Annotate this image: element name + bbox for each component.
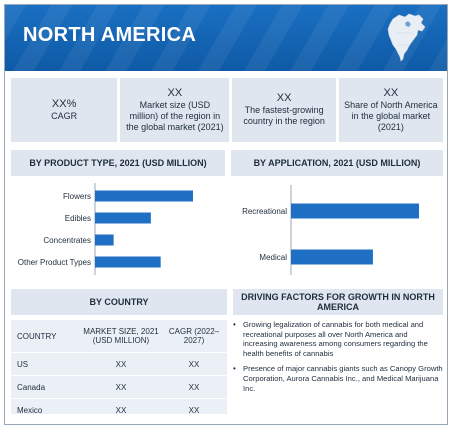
stat-value: XX% [51,97,77,110]
bullet-icon: • [233,320,236,329]
column-header: MARKET SIZE, 2021 (USD MILLION) [83,327,159,345]
page-title: NORTH AMERICA [23,24,197,46]
column-header: COUNTRY [17,331,57,341]
application-chart: Recreational Medical [231,179,443,279]
table-row: Canada XX XX [11,375,227,398]
driver-text: Growing legalization of cannabis for bot… [243,320,428,358]
driver-text: Presence of major cannabis giants such a… [243,364,443,393]
table-cell: Mexico [17,405,43,415]
table-cell: XX [115,405,127,415]
product-type-chart: Flowers Edibles Concentrates Other Product … [11,179,225,279]
stat-cagr: XX% CAGR [11,78,118,142]
bar [95,234,114,246]
section-application-heading: BY APPLICATION, 2021 (USD MILLION) [231,150,443,176]
country-table: COUNTRY MARKET SIZE, 2021 (USD MILLION) … [11,320,227,415]
bar [95,256,161,268]
stat-market-size: XX Market size (USD million) of the regi… [120,78,230,142]
section-country-heading: BY COUNTRY [11,289,227,315]
stat-label: The fastest-growing country in the regio… [243,105,325,126]
table-row: Mexico XX XX [11,398,227,421]
category-label: Edibles [65,214,91,223]
section-drivers-heading: DRIVING FACTORS FOR GROWTH IN NORTH AMER… [233,289,443,315]
stat-value: XX [167,86,183,99]
table-cell: XX [115,359,127,369]
bar [291,249,373,265]
stat-fastest-growing: XX The fastest-growing country in the re… [232,78,336,142]
stat-label: CAGR [51,110,78,121]
section-product-type-heading: BY PRODUCT TYPE, 2021 (USD MILLION) [11,150,225,176]
stat-label: Share of North America in the global mar… [344,99,438,132]
drivers-list: • Growing legalization of cannabis for b… [233,320,443,414]
category-label: Recreational [242,207,287,216]
list-item: • Growing legalization of cannabis for b… [233,320,443,358]
stats-row: XX% CAGR XX Market size (USD million) of… [11,78,443,142]
category-label: Other Product Types [18,258,91,267]
table-cell: XX [188,359,200,369]
table-header-row: COUNTRY MARKET SIZE, 2021 (USD MILLION) … [11,320,227,352]
bar [291,203,419,219]
banner-pattern [5,5,447,71]
table-row: US XX XX [11,352,227,375]
north-america-map-icon [387,13,426,62]
bullet-icon: • [233,364,236,374]
table-cell: Canada [17,382,46,392]
category-label: Medical [259,253,287,262]
stat-label: Market size (USD million) of the region … [126,99,224,132]
column-header: CAGR (2022–2027) [168,327,220,345]
stat-value: XX [383,86,399,99]
category-label: Concentrates [43,236,91,245]
table-cell: US [17,359,29,369]
infographic: NORTH AMERICA XX% CAGR XX Market size (U… [4,4,448,425]
stat-value: XX [276,92,292,104]
bar [95,190,193,202]
header-banner: NORTH AMERICA [5,5,447,71]
table-cell: XX [188,382,200,392]
table-cell: XX [115,382,127,392]
list-item: • Presence of major cannabis giants such… [233,364,443,393]
stat-share: XX Share of North America in the global … [338,78,443,142]
table-cell: XX [188,405,200,415]
category-label: Flowers [63,192,91,201]
bar [95,212,151,224]
